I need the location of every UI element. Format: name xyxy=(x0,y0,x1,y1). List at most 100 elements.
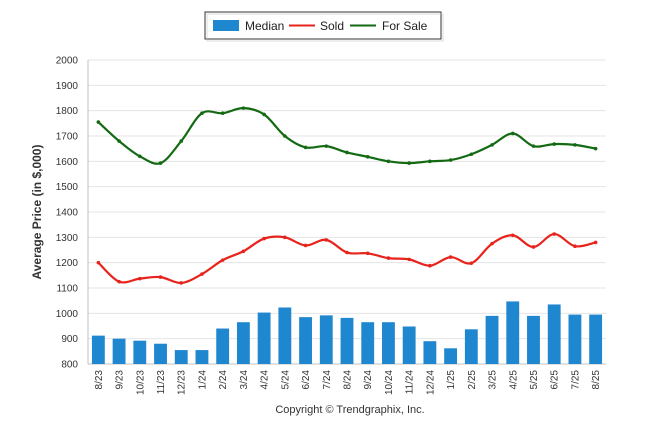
y-tick-label: 1600 xyxy=(56,157,79,168)
sold-point xyxy=(448,255,453,259)
median-bar xyxy=(589,314,603,364)
median-bar xyxy=(382,322,395,364)
sold-point xyxy=(138,276,142,281)
for-sale-point xyxy=(158,161,163,165)
sold-point xyxy=(241,249,246,254)
x-tick-label: 10/23 xyxy=(135,370,146,395)
x-tick-label: 9/23 xyxy=(115,370,126,390)
median-bar xyxy=(547,304,561,364)
median-bar xyxy=(361,322,375,364)
x-tick-label: 5/25 xyxy=(529,370,540,390)
x-tick-label: 2/24 xyxy=(218,370,229,390)
sold-point xyxy=(96,260,101,265)
sold-point xyxy=(573,244,577,248)
y-tick-label: 900 xyxy=(61,334,78,345)
x-tick-label: 5/24 xyxy=(280,370,291,390)
x-tick-label: 4/25 xyxy=(508,370,519,390)
median-bar xyxy=(464,329,478,364)
median-bar xyxy=(444,348,458,364)
x-tick-label: 1/25 xyxy=(446,370,457,390)
for-sale-point xyxy=(345,150,349,155)
sold-point xyxy=(158,275,163,279)
for-sale-point xyxy=(220,111,225,115)
y-tick-label: 1900 xyxy=(56,81,79,92)
sold-point xyxy=(490,241,494,246)
x-tick-label: 10/24 xyxy=(384,370,395,395)
sold-point xyxy=(324,238,329,242)
x-tick-label: 12/23 xyxy=(177,370,188,395)
for-sale-point xyxy=(365,154,370,159)
median-bar xyxy=(174,350,188,364)
median-bar xyxy=(91,335,105,364)
for-sale-point xyxy=(262,112,266,117)
for-sale-point xyxy=(303,145,308,150)
sold-point xyxy=(552,232,556,236)
sold-point xyxy=(220,258,225,262)
sold-point xyxy=(386,256,391,260)
sold-point xyxy=(469,261,474,265)
y-tick-label: 1100 xyxy=(56,284,78,295)
y-tick-label: 1200 xyxy=(56,258,79,269)
for-sale-point xyxy=(552,142,556,146)
sold-point xyxy=(593,240,598,245)
for-sale-point xyxy=(531,144,536,148)
median-bar xyxy=(257,312,271,364)
x-tick-label: 11/23 xyxy=(156,370,167,395)
for-sale-point xyxy=(510,131,515,136)
median-bar xyxy=(402,326,416,364)
x-tick-label: 9/24 xyxy=(363,370,374,390)
legend: Median Sold For Sale xyxy=(204,11,444,42)
x-tick-label: 3/25 xyxy=(488,370,499,390)
y-tick-label: 1000 xyxy=(56,309,79,320)
x-tick-label: 7/24 xyxy=(322,370,333,390)
median-bar xyxy=(278,307,292,364)
for-sale-point xyxy=(469,152,474,157)
for-sale-point xyxy=(200,111,204,115)
median-bar xyxy=(299,317,312,364)
median-bar xyxy=(568,314,582,364)
x-axis: 8/23 9/23 10/23 11/23 12/23 1/24 2/24 3/24 4/24 5… xyxy=(94,370,602,395)
median-bar xyxy=(112,338,126,364)
y-axis-title: Average Price (in $,000) xyxy=(30,145,44,280)
x-tick-label: 12/24 xyxy=(425,370,436,395)
for-sale-point xyxy=(324,144,329,148)
sold-point xyxy=(283,235,287,240)
median-bar xyxy=(195,350,209,364)
median-bar xyxy=(527,315,540,364)
y-tick-label: 1700 xyxy=(56,132,79,143)
sold-point xyxy=(510,233,515,238)
x-tick-label: 3/24 xyxy=(239,370,250,390)
x-tick-label: 11/24 xyxy=(405,370,416,395)
x-tick-label: 8/25 xyxy=(591,370,602,390)
for-sale-point xyxy=(448,158,453,162)
y-tick-label: 1500 xyxy=(56,182,79,193)
median-bar xyxy=(154,343,167,364)
for-sale-point xyxy=(428,159,432,164)
x-tick-label: 4/24 xyxy=(260,370,271,390)
x-tick-label: 6/25 xyxy=(550,370,561,390)
x-tick-label: 6/24 xyxy=(301,370,312,390)
median-bar xyxy=(340,317,354,364)
sold-point xyxy=(345,250,349,255)
sold-point xyxy=(200,272,204,276)
x-tick-label: 1/24 xyxy=(197,370,208,390)
for-sale-point xyxy=(490,143,494,147)
median-bar xyxy=(485,315,499,364)
median-bar xyxy=(133,340,147,364)
for-sale-point xyxy=(407,161,411,165)
y-tick-label: 2000 xyxy=(56,56,79,67)
for-sale-point xyxy=(179,139,184,143)
x-tick-label: 7/25 xyxy=(570,370,581,390)
sold-point xyxy=(428,263,432,268)
sold-line xyxy=(97,232,596,285)
x-tick-label: 8/24 xyxy=(343,370,354,390)
legend-label-sold: Sold xyxy=(320,19,344,33)
for-sale-point xyxy=(593,146,598,151)
for-sale-point xyxy=(241,106,246,110)
y-axis: 800 900 1000 1100 1200 1300 1400 1500 1600 1700 18… xyxy=(56,56,79,371)
for-sale-point xyxy=(573,143,577,147)
sold-point xyxy=(117,279,121,284)
x-tick-label: 8/23 xyxy=(94,370,105,390)
median-bar xyxy=(506,301,520,364)
